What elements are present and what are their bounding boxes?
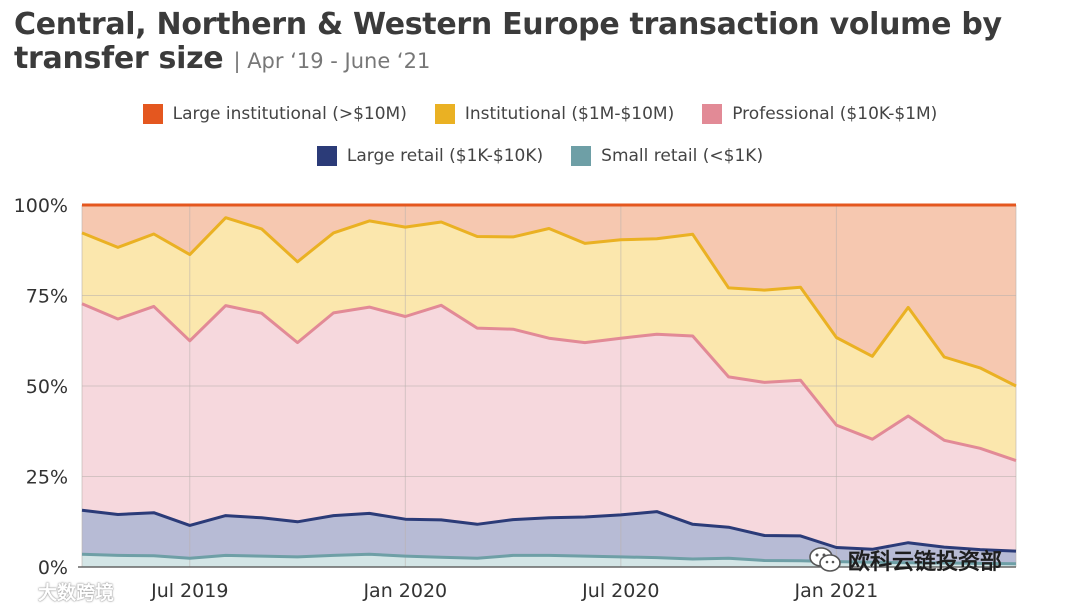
- legend-swatch: [702, 104, 723, 124]
- legend-label: Large institutional (>$10M): [172, 104, 407, 124]
- wechat-watermark: 欧科云链投资部: [808, 544, 1002, 576]
- legend-item-small-retail: Small retail (<$1K): [571, 146, 763, 166]
- line-professional-k-m: [81, 302, 1017, 463]
- wechat-icon: [809, 547, 841, 572]
- watermark-text-2: 大数跨境: [38, 582, 115, 604]
- bubble-icon: [9, 582, 33, 602]
- area-large-institutional-m: [82, 205, 1016, 386]
- y-tick-label: 100%: [14, 195, 68, 217]
- y-tick-label: 0%: [38, 557, 68, 579]
- line-small-retail-k: [81, 552, 1017, 566]
- legend-row-1: Large institutional (>$10M) Institutiona…: [0, 104, 1080, 124]
- area-institutional-m-m: [82, 217, 1016, 461]
- legend-label: Large retail ($1K-$10K): [346, 146, 544, 166]
- legend-item-large-retail: Large retail ($1K-$10K): [316, 146, 544, 166]
- chart-title-text: Central, Northern & Western Europe trans…: [14, 7, 1002, 76]
- x-tick-label: Jan 2020: [362, 580, 447, 602]
- legend-row-2: Large retail ($1K-$10K) Small retail (<$…: [0, 146, 1080, 166]
- x-tick-label: Jul 2019: [150, 580, 228, 602]
- x-tick-label: Jan 2021: [794, 580, 879, 602]
- legend-label: Institutional ($1M-$10M): [464, 104, 675, 124]
- legend-item-large-institutional: Large institutional (>$10M): [142, 104, 407, 124]
- area-large-retail-k-k: [82, 510, 1016, 564]
- area-professional-k-m: [82, 303, 1016, 552]
- y-tick-label: 25%: [26, 467, 68, 489]
- y-tick-label: 50%: [26, 376, 68, 398]
- watermark-text: 欧科云链投资部: [848, 550, 1003, 575]
- legend-label: Small retail (<$1K): [601, 146, 764, 166]
- chart-subtitle: | Apr ‘19 - June ‘21: [233, 49, 431, 73]
- legend-label: Professional ($10K-$1M): [732, 104, 938, 124]
- legend-swatch: [142, 104, 163, 124]
- y-tick-label: 75%: [26, 286, 68, 308]
- line-large-retail-k-k: [81, 508, 1017, 553]
- line-institutional-m-m: [81, 216, 1017, 388]
- chart-title: Central, Northern & Western Europe trans…: [14, 8, 1064, 78]
- legend-item-professional: Professional ($10K-$1M): [702, 104, 937, 124]
- legend-swatch: [571, 146, 592, 166]
- legend-swatch: [434, 104, 455, 124]
- x-tick-label: Jul 2020: [581, 580, 659, 602]
- secondary-watermark: 大数跨境: [8, 578, 114, 605]
- legend-item-institutional: Institutional ($1M-$10M): [434, 104, 675, 124]
- legend-swatch: [316, 146, 337, 166]
